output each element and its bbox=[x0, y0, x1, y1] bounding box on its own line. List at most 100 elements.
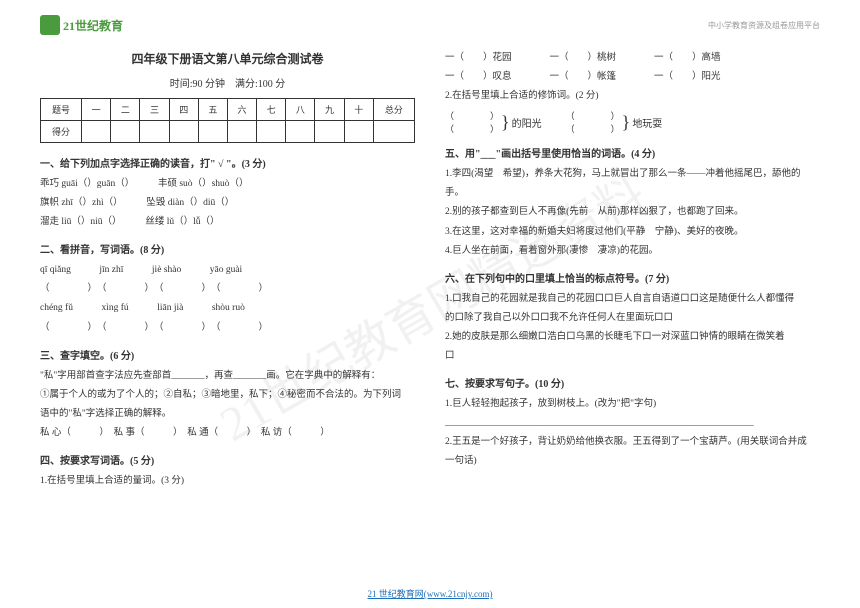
exam-title: 四年级下册语文第八单元综合测试卷 bbox=[40, 50, 415, 67]
section-4-sub2: 2.在括号里填上合适的修饰词。(2 分) bbox=[445, 88, 820, 105]
table-header-cell: 十 bbox=[344, 99, 373, 121]
logo-icon bbox=[40, 15, 60, 35]
opt: ）niū（ bbox=[81, 217, 112, 227]
pinyin: qī qiǎng bbox=[40, 265, 71, 275]
header-right-text: 中小学教育资源及组卷应用平台 bbox=[708, 20, 820, 31]
bracket-label: 地玩耍 bbox=[632, 115, 662, 130]
opt: ） bbox=[225, 198, 235, 208]
pinyin: jiè shào bbox=[152, 265, 181, 275]
table-cell bbox=[82, 121, 111, 143]
opt: ）zhì（ bbox=[82, 198, 113, 208]
exam-subtitle: 时间:90 分钟 满分:100 分 bbox=[40, 75, 415, 90]
table-header-cell: 一 bbox=[82, 99, 111, 121]
section-5-item: 1.李四(渴望 希望)，养条大花狗，马上就冒出了那么一条——冲着他摇尾巴，舔他的 bbox=[445, 166, 820, 183]
bracket-items: （ ） （ ） bbox=[566, 109, 620, 135]
section-6-item: 口 bbox=[445, 348, 820, 365]
left-column: 四年级下册语文第八单元综合测试卷 时间:90 分钟 满分:100 分 题号 一 … bbox=[40, 50, 415, 492]
section-3-text: "私"字用部首查字法应先查部首_______，再查_______画。它在字典中的… bbox=[40, 368, 415, 385]
right-column: 一（ ）花园 一（ ）桃树 一（ ）高墙 一（ ）叹息 一（ ）帐篷 一（ ）阳… bbox=[445, 50, 820, 492]
curly-bracket-icon: } bbox=[622, 113, 631, 131]
table-cell bbox=[111, 121, 140, 143]
bracket-group: （ ） （ ） } 的阳光 （ ） （ ） } 地玩耍 bbox=[445, 109, 820, 135]
section-6-item: 1.口我自己的花园就是我自己的花园口口巨人自言自语道口口这是随便什么人都懂得 bbox=[445, 291, 820, 308]
fill-row: 一（ ）叹息 一（ ）帐篷 一（ ）阳光 bbox=[445, 69, 820, 86]
word: 旗帜 zhī（ bbox=[40, 198, 82, 208]
word: 溜走 liū（ bbox=[40, 217, 81, 227]
score-table: 题号 一 二 三 四 五 六 七 八 九 十 总分 得分 bbox=[40, 98, 415, 143]
section-6-item: 的口除了我自己以外口口我不允许任何人在里面玩口口 bbox=[445, 310, 820, 327]
pinyin: chéng fǔ bbox=[40, 303, 73, 313]
section-3-text: 语中的"私"字选择正确的解释。 bbox=[40, 406, 415, 423]
table-header-cell: 六 bbox=[227, 99, 256, 121]
opt: ）lǚ（ bbox=[184, 217, 210, 227]
table-header-cell: 总分 bbox=[373, 99, 414, 121]
table-header-cell: 二 bbox=[111, 99, 140, 121]
section-5-item: 4.巨人坐在前面，看着窗外那(凄惨 凄凉)的花园。 bbox=[445, 243, 820, 260]
opt: ） bbox=[210, 217, 220, 227]
opt: ）guān（ bbox=[87, 179, 124, 189]
section-1-item: 旗帜 zhī（）zhì（） 坠毁 diàn（）diū（） bbox=[40, 195, 415, 212]
section-7-item: 一句话) bbox=[445, 453, 820, 470]
pinyin: shòu ruò bbox=[212, 303, 245, 313]
section-4-sub: 1.在括号里填上合适的量词。(3 分) bbox=[40, 473, 415, 490]
table-cell bbox=[286, 121, 315, 143]
opt: ） bbox=[239, 179, 249, 189]
logo: 21世纪教育 bbox=[40, 15, 123, 35]
table-cell bbox=[227, 121, 256, 143]
bracket-items: （ ） （ ） bbox=[445, 109, 499, 135]
table-cell bbox=[169, 121, 198, 143]
word: 坠毁 diàn（ bbox=[146, 198, 193, 208]
word: 丝缕 lǔ（ bbox=[145, 217, 183, 227]
section-7-header: 七、按要求写句子。(10 分) bbox=[445, 375, 820, 390]
table-header-cell: 三 bbox=[140, 99, 169, 121]
section-1-item: 溜走 liū（）niū（） 丝缕 lǔ（）lǚ（） bbox=[40, 214, 415, 231]
word: 丰硕 suò（ bbox=[158, 179, 202, 189]
table-cell bbox=[315, 121, 344, 143]
pinyin-row: qī qiǎng jīn zhī jiè shào yāo guài bbox=[40, 262, 415, 279]
pinyin: xìng fú bbox=[102, 303, 129, 313]
section-1-item: 乖巧 guāi（）guān（） 丰硕 suò（）shuò（） bbox=[40, 176, 415, 193]
section-6-header: 六、在下列句中的口里填上恰当的标点符号。(7 分) bbox=[445, 270, 820, 285]
bracket-label: 的阳光 bbox=[512, 115, 542, 130]
curly-bracket-icon: } bbox=[501, 113, 510, 131]
logo-text: 21世纪教育 bbox=[63, 17, 123, 34]
opt: ） bbox=[113, 198, 118, 208]
table-header-cell: 四 bbox=[169, 99, 198, 121]
opt: ） bbox=[112, 217, 117, 227]
table-cell bbox=[140, 121, 169, 143]
section-5-item: 2.别的孩子都查到巨人不再像(先前 从前)那样凶狠了，也都跑了回来。 bbox=[445, 204, 820, 221]
bracket-item: （ ） bbox=[566, 122, 620, 135]
section-2-header: 二、看拼音，写词语。(8 分) bbox=[40, 241, 415, 256]
section-1-header: 一、给下列加点字选择正确的读音，打" √ "。(3 分) bbox=[40, 155, 415, 170]
section-3-header: 三、查字填空。(6 分) bbox=[40, 347, 415, 362]
opt: ）diū（ bbox=[194, 198, 225, 208]
section-5-header: 五、用"___"画出括号里使用恰当的词语。(4 分) bbox=[445, 145, 820, 160]
table-cell bbox=[257, 121, 286, 143]
bracket-item: （ ） bbox=[566, 109, 620, 122]
answer-line: ________________________________________… bbox=[445, 415, 820, 432]
section-3-text: 私 心（ ） 私 事（ ） 私 通（ ） 私 访（ ） bbox=[40, 425, 415, 442]
word: 乖巧 guāi（ bbox=[40, 179, 87, 189]
section-7-item: 1.巨人轻轻抱起孩子，放到树枝上。(改为"把"字句) bbox=[445, 396, 820, 413]
pinyin: jīn zhī bbox=[99, 265, 123, 275]
section-7-item: 2.王五是一个好孩子，背让奶奶给他换衣服。王五得到了一个宝葫芦。(用关联词合并成 bbox=[445, 434, 820, 451]
footer-link[interactable]: 21 世纪教育网(www.21cnjy.com) bbox=[367, 587, 492, 600]
content-wrapper: 四年级下册语文第八单元综合测试卷 时间:90 分钟 满分:100 分 题号 一 … bbox=[40, 50, 820, 492]
section-5-item: 3.在这里，这对幸福的新婚夫妇将度过他们(平静 宁静)、美好的夜晚。 bbox=[445, 224, 820, 241]
table-header-cell: 七 bbox=[257, 99, 286, 121]
table-header-cell: 九 bbox=[315, 99, 344, 121]
opt: ） bbox=[125, 179, 130, 189]
table-cell bbox=[198, 121, 227, 143]
bracket-item: （ ） bbox=[445, 122, 499, 135]
section-3-text: ①属于个人的或为了个人的；②自私；③暗地里，私下；④秘密而不合法的。为下列词 bbox=[40, 387, 415, 404]
blank-row: （ ） （ ） （ ） （ ） bbox=[40, 320, 415, 337]
table-cell bbox=[344, 121, 373, 143]
fill-row: 一（ ）花园 一（ ）桃树 一（ ）高墙 bbox=[445, 50, 820, 67]
pinyin: liān jià bbox=[157, 303, 183, 313]
section-5-item: 手。 bbox=[445, 185, 820, 202]
table-cell bbox=[373, 121, 414, 143]
table-header-cell: 五 bbox=[198, 99, 227, 121]
bracket-item: （ ） bbox=[445, 109, 499, 122]
table-header-cell: 八 bbox=[286, 99, 315, 121]
table-score-label: 得分 bbox=[41, 121, 82, 143]
